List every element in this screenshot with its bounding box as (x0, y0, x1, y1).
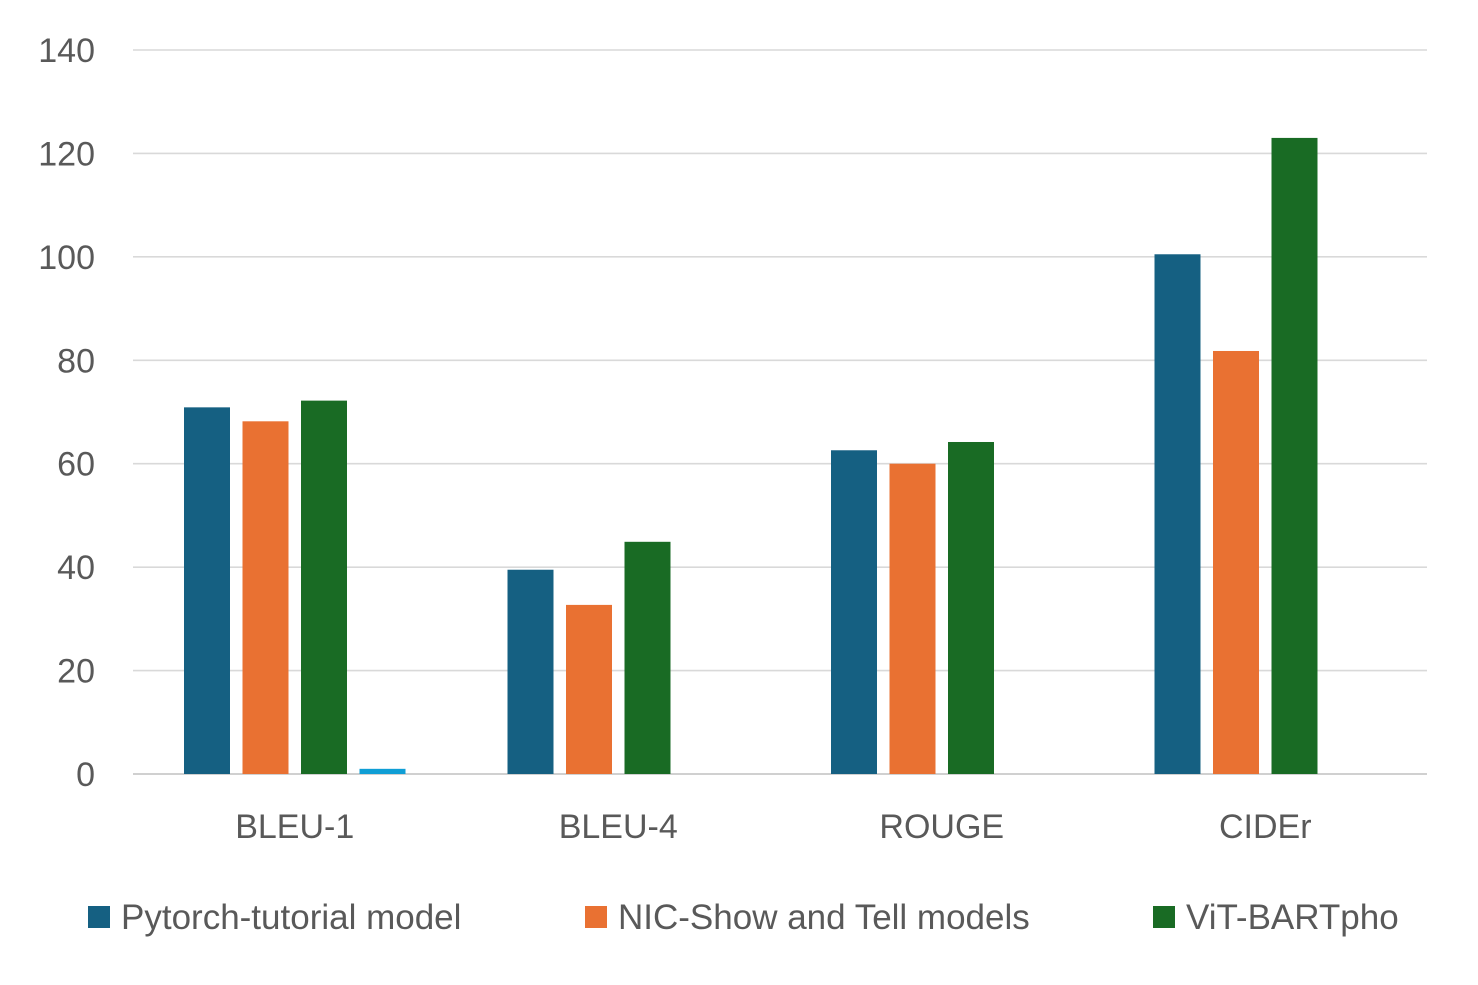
y-tick-label: 100 (38, 239, 95, 277)
y-tick-label: 60 (57, 446, 95, 484)
x-tick-label: BLEU-1 (235, 808, 354, 846)
gridlines (133, 49, 1427, 775)
y-tick-label: 80 (57, 342, 95, 380)
bar-cider-series-2 (1271, 137, 1318, 774)
bar-rouge-series-0 (831, 450, 877, 774)
bar-bleu-4-series-1 (566, 604, 612, 774)
legend-swatch (88, 906, 110, 928)
bar-bleu-1-series-3 (359, 768, 406, 774)
bar-bleu-1-series-2 (301, 400, 347, 774)
bar-bleu-4-series-0 (507, 569, 554, 774)
bar-cider-series-1 (1213, 350, 1259, 774)
legend-label: NIC-Show and Tell models (618, 898, 1030, 937)
bar-cider-series-0 (1154, 254, 1201, 774)
x-tick-label: ROUGE (879, 808, 1004, 846)
y-tick-label: 120 (38, 135, 95, 173)
legend-swatch (585, 906, 607, 928)
x-tick-label: CIDEr (1219, 808, 1312, 846)
bar-bleu-4-series-2 (624, 541, 671, 774)
legend: Pytorch-tutorial model NIC-Show and Tell … (88, 898, 1399, 937)
y-tick-label: 40 (57, 549, 95, 587)
y-tick-label: 140 (38, 32, 95, 70)
legend-label: ViT-BARTpho (1186, 898, 1399, 937)
x-tick-label: BLEU-4 (559, 808, 678, 846)
bar-bleu-1-series-0 (184, 407, 230, 774)
axes: 0 20 40 60 80 100 120 140 BLEU-1 BLEU-4 ROUGE CIDEr (38, 32, 1311, 846)
y-tick-label: 20 (57, 653, 95, 691)
y-tick-label: 0 (76, 756, 95, 794)
bar-rouge-series-2 (948, 441, 994, 774)
legend-label: Pytorch-tutorial model (121, 898, 461, 937)
bar-bleu-1-series-1 (242, 421, 289, 774)
legend-swatch (1153, 906, 1175, 928)
bars (184, 137, 1318, 774)
bar-rouge-series-1 (889, 463, 936, 774)
